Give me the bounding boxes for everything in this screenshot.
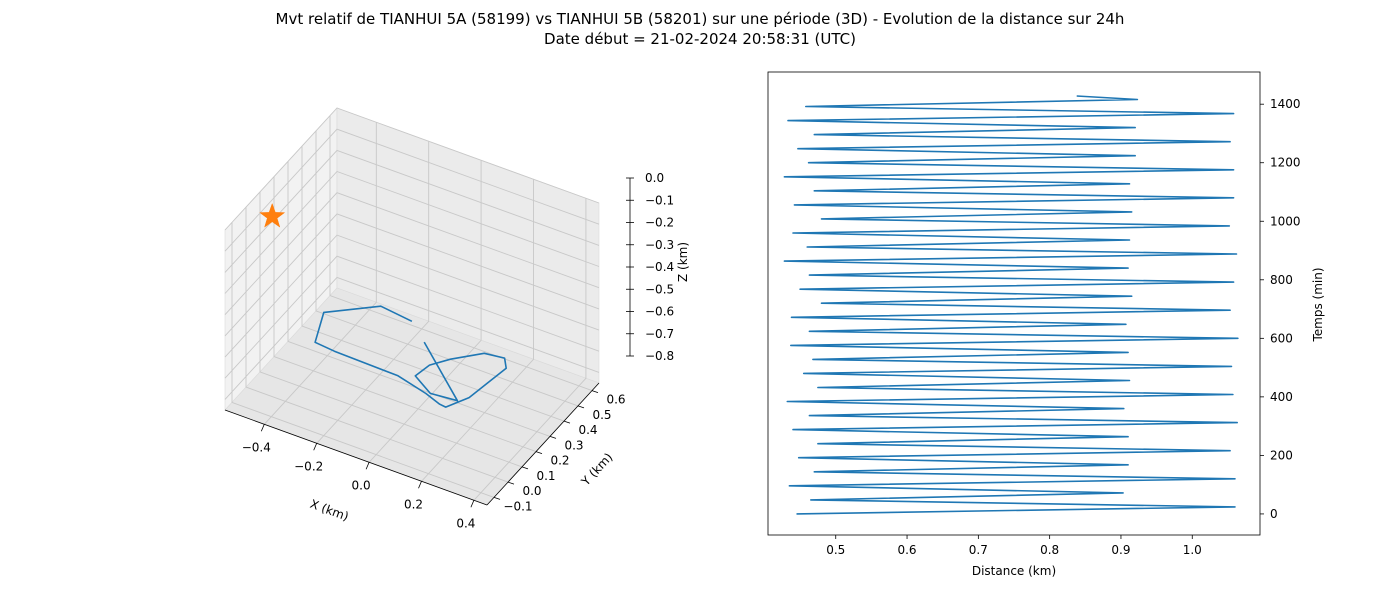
z-gridline: [224, 234, 600, 358]
x-tick: [418, 481, 422, 489]
y-tick-label: 400: [1270, 390, 1293, 404]
z-tick-label: −0.4: [645, 260, 674, 274]
plot-3d-trajectory: −0.4−0.20.00.20.4X (km) −0.10.00.10.20.30…: [224, 107, 690, 530]
z-gridline: [224, 255, 600, 379]
x-tick: [365, 462, 370, 470]
x-tick: [260, 424, 265, 432]
y-tick: [563, 420, 571, 424]
y-tick: [507, 481, 515, 485]
x-gridline: [473, 198, 587, 501]
plot-distance-over-time: 0.5 0.6 0.7 0.8 0.9 1.0 Distance (km) 0 200 400 60…: [767, 71, 1325, 578]
z-tick-label: 0.0: [645, 171, 664, 185]
y-tick-label: −0.1: [503, 499, 532, 513]
z-tick-label: −0.6: [645, 305, 674, 319]
z-gridline: [224, 192, 600, 316]
y-tick: [493, 496, 501, 500]
y-tick-label: 1400: [1270, 97, 1301, 111]
z-tick-label: −0.1: [645, 193, 674, 207]
z-gridline: [224, 107, 600, 231]
y-tick-label: 0: [1270, 507, 1278, 521]
y-gridline: [259, 191, 523, 468]
z-gridline: [224, 149, 600, 273]
y-tick-label: 600: [1270, 331, 1293, 345]
z-tick-label: −0.8: [645, 349, 674, 363]
x-tick-label: −0.2: [294, 459, 323, 473]
x-tick-label: 0.6: [897, 543, 916, 557]
x-tick-label: −0.4: [242, 440, 271, 454]
z-tick-label: −0.7: [645, 327, 674, 341]
y-tick-label: 0.2: [550, 454, 569, 468]
figure-title-line2: Date début = 21-02-2024 20:58:31 (UTC): [544, 30, 856, 48]
x-tick-label: 0.2: [404, 497, 423, 511]
x-tick-label: 0.5: [826, 543, 845, 557]
y-tick: [577, 405, 585, 409]
z-gridline: [224, 128, 600, 252]
z-axis-label: Z (km): [676, 242, 690, 282]
y-tick: [535, 451, 543, 455]
z-gridline: [224, 170, 600, 294]
z-tick-label: −0.2: [645, 216, 674, 230]
y-tick-label: 200: [1270, 448, 1293, 462]
x-tick: [313, 443, 318, 451]
y-tick-label: 0.6: [606, 393, 625, 407]
z-gridline: [224, 276, 600, 400]
x-tick-label: 0.0: [352, 478, 371, 492]
x-gridline: [368, 160, 482, 463]
x-tick: [470, 500, 475, 508]
y-tick: [591, 390, 599, 394]
x-axis-label: Distance (km): [972, 564, 1056, 578]
y-tick-label: 0.3: [564, 438, 583, 452]
y-tick-label: 800: [1270, 273, 1293, 287]
y-axis-line: [486, 382, 600, 506]
y-gridline: [315, 130, 579, 407]
y-tick-label: 0.4: [578, 423, 597, 437]
y-axis-label: Temps (min): [1311, 267, 1325, 342]
y-tick: [549, 435, 557, 439]
x-tick-label: 1.0: [1183, 543, 1202, 557]
x-tick-label: 0.8: [1040, 543, 1059, 557]
figure-title-line1: Mvt relatif de TIANHUI 5A (58199) vs TIA…: [276, 10, 1125, 28]
y-tick-label: 0.0: [522, 484, 541, 498]
y-gridline: [287, 161, 551, 437]
y-tick-label: 0.1: [536, 469, 555, 483]
x-axis-label: X (km): [308, 497, 350, 524]
y-tick-label: 1200: [1270, 156, 1301, 170]
origin-star-marker: [259, 202, 286, 228]
trajectory-line: [314, 305, 508, 408]
y-axis-label: Y (km): [578, 450, 616, 489]
y-tick: [521, 466, 529, 470]
y-gridline: [273, 176, 537, 453]
y-tick-label: 0.5: [592, 408, 611, 422]
x-tick-label: 0.4: [456, 516, 475, 530]
x-gridline: [263, 122, 377, 425]
y-gridline: [301, 146, 565, 422]
x-gridline: [316, 141, 430, 444]
y-tick-label: 1000: [1270, 214, 1301, 228]
y-gridline: [231, 222, 495, 498]
y-gridline: [245, 207, 509, 483]
distance-line: [783, 95, 1239, 515]
x-gridline: [421, 179, 534, 482]
x-tick-label: 0.9: [1111, 543, 1130, 557]
x-tick-label: 0.7: [969, 543, 988, 557]
x-axis-line: [224, 409, 488, 506]
z-tick-label: −0.5: [645, 282, 674, 296]
z-gridline: [224, 213, 600, 337]
z-tick-label: −0.3: [645, 238, 674, 252]
